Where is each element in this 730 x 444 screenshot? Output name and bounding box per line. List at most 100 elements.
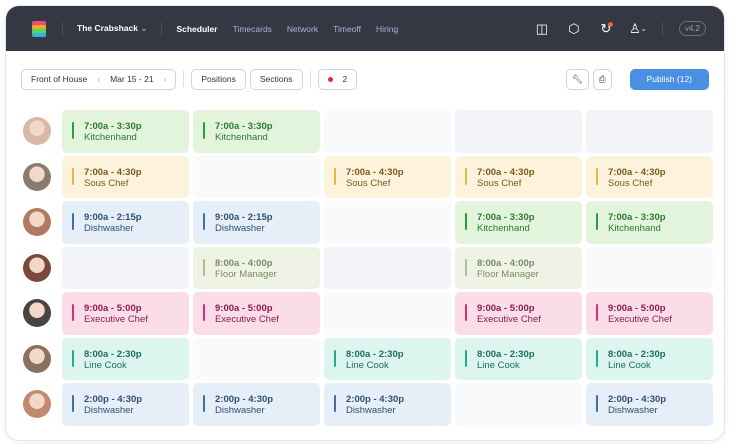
top-nav: The Crabshack ⌄ Scheduler Timecards Networ… [6,6,724,51]
shift-role: Sous Chef [477,177,522,189]
shift-time: 2:00p - 4:30p [608,394,667,405]
empty-cell[interactable] [324,201,451,244]
shift-card[interactable]: 7:00a - 4:30p Sous Chef [62,155,189,198]
role-color-bar [596,395,598,412]
shift-card[interactable]: 7:00a - 3:30p Kitchenhand [586,201,713,244]
role-color-bar [596,213,598,230]
nav-network[interactable]: Network [286,23,319,34]
shift-role: Executive Chef [477,314,541,325]
prev-week-icon[interactable]: ‹ [97,74,101,84]
unavailable-cell[interactable] [455,110,582,153]
shift-card[interactable]: 9:00a - 2:15p Dishwasher [62,201,189,244]
shift-role: Sous Chef [346,177,391,189]
shift-role: Kitchenhand [84,132,137,143]
employee-avatar[interactable] [23,162,51,191]
org-switcher[interactable]: The Crabshack ⌄ [77,23,148,33]
role-color-bar [72,213,74,230]
unavailable-cell[interactable] [324,246,451,289]
next-week-icon[interactable]: › [163,74,167,84]
notification-icon[interactable]: ⬡ [568,20,580,36]
shift-card[interactable]: 8:00a - 4:00p Floor Manager [193,246,320,289]
location-select[interactable]: Front of House [31,74,88,84]
nav-hiring[interactable]: Hiring [375,23,399,34]
print-button[interactable]: ⎙ [592,68,612,90]
shift-card[interactable]: 2:00p - 4:30p Dishwasher [62,383,189,426]
role-color-bar [203,213,205,230]
role-color-bar [72,167,74,185]
employee-avatar[interactable] [23,253,51,282]
shift-role: Executive Chef [608,314,672,325]
shift-card[interactable]: 8:00a - 2:30p Line Cook [586,337,713,380]
empty-cell[interactable] [586,246,713,289]
shift-card[interactable]: 7:00a - 4:30p Sous Chef [586,155,713,198]
sections-button[interactable]: Sections [249,68,303,90]
shift-role: Sous Chef [84,177,129,189]
shift-role: Kitchenhand [608,223,661,234]
shift-role: Dishwasher [215,405,265,416]
shift-card[interactable]: 9:00a - 5:00p Executive Chef [193,292,320,335]
empty-cell[interactable] [193,155,320,198]
shift-time: 2:00p - 4:30p [215,394,274,405]
shift-card[interactable]: 8:00a - 4:00p Floor Manager [455,246,582,289]
shift-card[interactable]: 9:00a - 5:00p Executive Chef [62,292,189,335]
logo-icon [30,20,48,38]
unavailable-cell[interactable] [62,246,189,289]
tools-button[interactable]: 🔧︎ [566,68,589,90]
role-color-bar [596,304,598,321]
employee-avatar[interactable] [23,299,51,327]
shift-card[interactable]: 7:00a - 3:30p Kitchenhand [455,201,582,244]
role-color-bar [334,167,336,185]
shift-card[interactable]: 9:00a - 5:00p Executive Chef [455,292,582,335]
shift-card[interactable]: 7:00a - 3:30p Kitchenhand [193,110,320,153]
shift-role: Dishwasher [346,405,396,416]
employee-avatar[interactable] [23,390,51,418]
nav-timeoff[interactable]: Timeoff [333,23,361,34]
shift-card[interactable]: 8:00a - 2:30p Line Cook [324,337,451,380]
role-color-bar [203,395,205,412]
shift-card[interactable]: 9:00a - 5:00p Executive Chef [586,292,713,335]
employee-avatar[interactable] [23,117,51,145]
employee-avatar[interactable] [23,208,51,236]
positions-button[interactable]: Positions [191,68,246,90]
user-icon[interactable]: ♙ ⌄ [629,20,647,36]
main-nav: Scheduler Timecards Network Timeoff Hiring [176,24,413,34]
location-week-selector[interactable]: Front of House ‹ Mar 15 - 21 › [21,68,177,90]
shift-card[interactable]: 7:00a - 3:30p Kitchenhand [62,110,189,153]
scheduler-window: The Crabshack ⌄ Scheduler Timecards Networ… [5,5,725,441]
role-color-bar [596,167,598,185]
role-color-bar [334,395,336,412]
shift-time: 8:00a - 2:30p [477,348,535,360]
shift-card[interactable]: 9:00a - 2:15p Dishwasher [193,201,320,244]
shift-time: 9:00a - 2:15p [215,212,273,223]
shift-time: 7:00a - 3:30p [215,121,273,132]
empty-cell[interactable] [193,337,320,380]
role-color-bar [596,349,598,367]
publish-button[interactable]: Publish (12) [629,68,709,90]
empty-cell[interactable] [324,110,451,153]
shift-card[interactable]: 8:00a - 2:30p Line Cook [62,337,189,380]
nav-scheduler[interactable]: Scheduler [176,23,218,34]
shift-role: Line Cook [608,359,651,371]
shift-time: 9:00a - 5:00p [608,303,666,314]
shift-card[interactable]: 7:00a - 4:30p Sous Chef [455,155,582,198]
shift-card[interactable]: 7:00a - 4:30p Sous Chef [324,155,451,198]
shift-time: 9:00a - 2:15p [84,212,142,223]
employee-avatar[interactable] [23,344,51,373]
shift-time: 9:00a - 5:00p [84,303,142,314]
shift-card[interactable]: 2:00p - 4:30p Dishwasher [193,383,320,426]
book-icon[interactable]: ◫ [535,20,549,36]
empty-cell[interactable] [455,383,582,426]
version-badge: v4.2 [678,21,706,36]
nav-timecards[interactable]: Timecards [232,23,272,34]
empty-cell[interactable] [324,292,451,335]
shift-card[interactable]: 2:00p - 4:30p Dishwasher [586,383,713,426]
alerts-button[interactable]: 2 [317,68,358,90]
shift-card[interactable]: 2:00p - 4:30p Dishwasher [324,383,451,426]
role-color-bar [72,395,74,412]
shift-time: 8:00a - 2:30p [346,348,404,360]
shift-role: Floor Manager [215,268,277,280]
shift-time: 8:00a - 2:30p [84,348,142,360]
unavailable-cell[interactable] [586,110,713,153]
shift-card[interactable]: 8:00a - 2:30p Line Cook [455,337,582,380]
refresh-icon[interactable]: ↻ [600,20,613,36]
